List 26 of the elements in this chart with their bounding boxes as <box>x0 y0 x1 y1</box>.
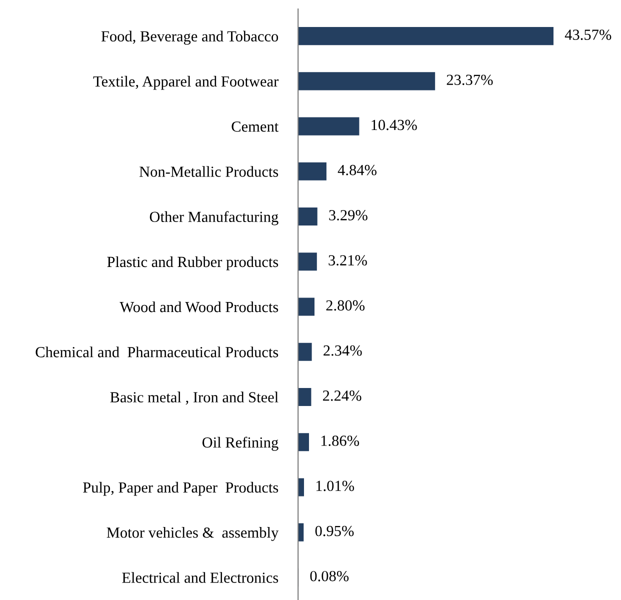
y-tick-label: Basic metal , Iron and Steel <box>110 392 278 405</box>
data-label: 43.57% <box>564 30 612 40</box>
data-label: 1.01% <box>316 480 354 492</box>
data-label: 4.84% <box>338 164 377 176</box>
y-tick-label: Oil Refining <box>202 436 278 451</box>
y-tick-label: Plastic and Rubber products <box>107 256 278 270</box>
data-label: 0.08% <box>310 570 349 582</box>
data-label: 10.43% <box>372 120 417 130</box>
data-label: 0.95% <box>315 526 354 536</box>
data-label: 3.21% <box>328 255 367 266</box>
y-tick-label: Chemical and Pharmaceutical Products <box>36 346 278 358</box>
data-label: 1.86% <box>321 436 360 446</box>
y-tick-label: Electrical and Electronics <box>122 572 278 583</box>
y-tick-label: Food, Beverage and Tobacco <box>101 30 278 45</box>
data-label: 2.80% <box>326 300 365 311</box>
y-tick-label: Textile, Apparel and Footwear <box>93 76 278 90</box>
data-label: 23.37% <box>446 74 493 86</box>
data-label: 3.29% <box>329 210 368 220</box>
y-tick-label: Cement <box>232 121 279 132</box>
y-tick-label: Wood and Wood Products <box>120 301 278 312</box>
y-tick-label: Non-Metallic Products <box>139 166 278 177</box>
data-label: 2.34% <box>324 345 362 356</box>
y-tick-label: Pulp, Paper and Paper Products <box>83 482 278 496</box>
y-tick-label: Motor vehicles & assembly <box>106 527 279 541</box>
y-tick-label: Other Manufacturing <box>150 211 278 226</box>
data-label: 2.24% <box>322 390 362 401</box>
